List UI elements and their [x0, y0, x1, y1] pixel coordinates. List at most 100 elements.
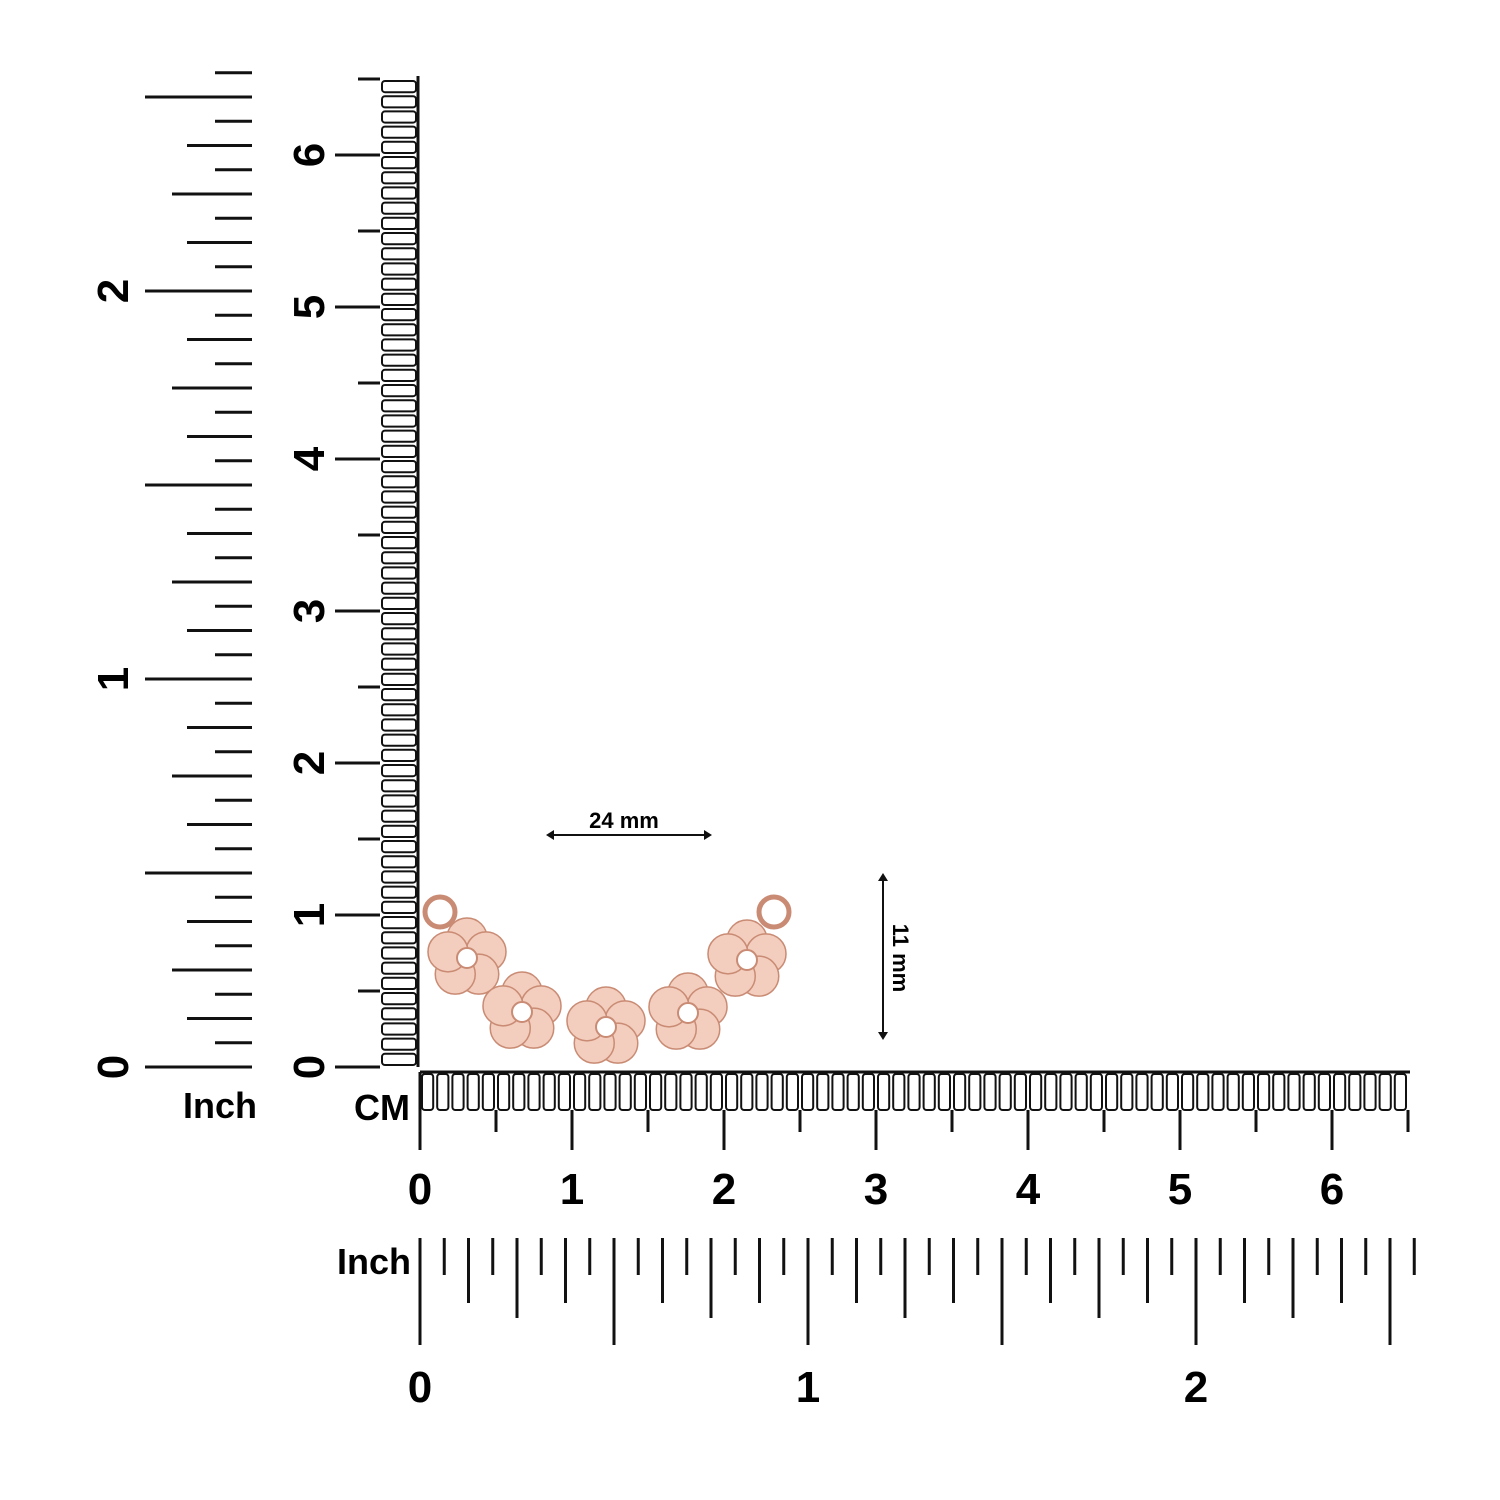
mm-cell	[968, 1073, 982, 1111]
stone	[456, 947, 478, 969]
mm-cell	[381, 961, 417, 975]
mm-cell	[381, 536, 417, 550]
cm-unit: CM	[354, 1087, 410, 1128]
mm-cell	[381, 308, 417, 322]
mm-cell	[953, 1073, 967, 1111]
mm-cell	[1257, 1073, 1271, 1111]
mm-cell	[1029, 1073, 1043, 1111]
mm-cell	[381, 946, 417, 960]
left-inch-unit: Inch	[183, 1085, 257, 1126]
cm-label: 6	[285, 143, 334, 167]
mm-cell	[679, 1073, 693, 1111]
mm-cell	[381, 353, 417, 367]
mm-cell	[1226, 1073, 1240, 1111]
cm-label: 4	[1016, 1165, 1041, 1214]
cm-label: 3	[285, 599, 334, 623]
mm-cell	[877, 1073, 891, 1111]
mm-cell	[466, 1073, 480, 1111]
mm-cell	[1150, 1073, 1164, 1111]
mm-cell	[381, 779, 417, 793]
mm-cell	[381, 551, 417, 565]
mm-cell	[381, 916, 417, 930]
mm-cell	[381, 110, 417, 124]
mm-cell	[381, 688, 417, 702]
mm-cell	[381, 156, 417, 170]
mm-cell	[1393, 1073, 1408, 1111]
mm-cell	[381, 703, 417, 717]
mm-cell	[381, 505, 417, 519]
mm-cell	[1165, 1073, 1180, 1111]
mm-cell	[381, 718, 417, 732]
mm-cell	[725, 1073, 739, 1111]
width-dimension: 24 mm	[546, 808, 712, 840]
mm-cell	[436, 1073, 450, 1111]
inch-label: 0	[89, 1055, 138, 1079]
mm-cell	[1074, 1073, 1088, 1111]
loop	[756, 894, 792, 930]
mm-cell	[785, 1073, 799, 1111]
mm-cell	[451, 1073, 465, 1111]
mm-cell	[381, 262, 417, 276]
mm-cell	[1211, 1073, 1225, 1111]
mm-cell	[381, 566, 417, 580]
mm-cell	[381, 1052, 417, 1067]
mm-cell	[1059, 1073, 1073, 1111]
mm-cell	[1181, 1073, 1195, 1111]
mm-cell	[381, 247, 417, 261]
mm-cell	[557, 1073, 571, 1111]
mm-cell	[1317, 1073, 1332, 1111]
mm-cell	[618, 1073, 632, 1111]
cm-label: 1	[285, 903, 334, 927]
mm-cell	[1044, 1073, 1058, 1111]
mm-cell	[381, 140, 417, 155]
mm-cell	[1013, 1073, 1027, 1111]
mm-cell	[770, 1073, 784, 1111]
mm-cell	[381, 338, 417, 352]
mm-cell	[381, 885, 417, 899]
height-dimension: 11 mm	[878, 873, 913, 1040]
mm-cell	[542, 1073, 556, 1111]
mm-cell	[381, 460, 417, 474]
mm-cell	[816, 1073, 830, 1111]
width-label: 24 mm	[589, 808, 659, 833]
mm-cell	[421, 1073, 435, 1111]
mm-cell	[381, 384, 417, 398]
stone	[736, 949, 758, 971]
inch-label: 2	[1184, 1363, 1208, 1412]
mm-cell	[801, 1073, 815, 1111]
mm-cell	[1287, 1073, 1301, 1111]
mm-cell	[381, 323, 417, 337]
mm-cell	[649, 1073, 663, 1111]
inch-label: 2	[89, 279, 138, 303]
mm-cell	[846, 1073, 860, 1111]
mm-cell	[381, 657, 417, 671]
mm-cell	[755, 1073, 769, 1111]
mm-cell	[694, 1073, 708, 1111]
cm-label: 0	[285, 1055, 334, 1079]
mm-cell	[381, 581, 417, 595]
stone	[595, 1016, 617, 1038]
mm-cell	[497, 1073, 511, 1111]
mm-cell	[381, 399, 417, 413]
cm-label: 1	[560, 1165, 584, 1214]
bottom-inch-unit: Inch	[337, 1241, 411, 1282]
stone	[677, 1002, 699, 1024]
mm-cell	[1363, 1073, 1377, 1111]
mm-cell	[1333, 1073, 1347, 1111]
mm-cell	[381, 900, 417, 914]
cm-label: 2	[285, 751, 334, 775]
mm-cell	[381, 186, 417, 200]
mm-cell	[381, 642, 417, 656]
mm-cell	[709, 1073, 723, 1111]
mm-cell	[381, 80, 417, 94]
mm-cell	[481, 1073, 495, 1111]
mm-cell	[998, 1073, 1012, 1111]
mm-cell	[381, 870, 417, 884]
mm-cell	[381, 824, 417, 838]
mm-cell	[381, 520, 417, 534]
mm-cell	[381, 232, 417, 246]
mm-cell	[381, 794, 417, 808]
mm-cell	[381, 292, 417, 306]
mm-cell	[831, 1073, 845, 1111]
